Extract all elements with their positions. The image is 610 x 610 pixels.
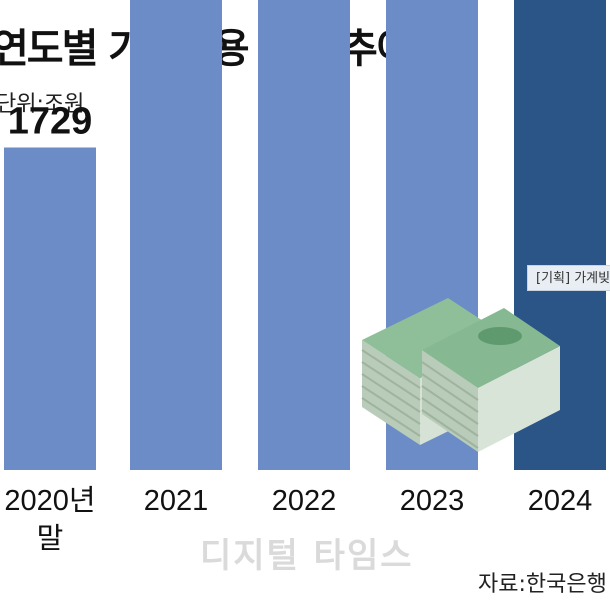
article-caption: [기획] 가계빚 <box>527 265 610 291</box>
watermark: 디지털 타임스 <box>200 536 414 576</box>
x-tick-label-2: 2022 <box>272 485 337 517</box>
bar-0 <box>4 147 96 470</box>
x-tick-label-4: 2024 <box>528 485 593 517</box>
x-tick-label-1: 2021 <box>144 485 209 517</box>
source-note: 자료:한국은행 <box>478 572 607 597</box>
x-tick-label-3: 2023 <box>400 485 465 517</box>
unit-label: 단위:조원 <box>0 92 85 117</box>
bar-2 <box>258 0 350 470</box>
money-stack-icon <box>361 298 560 452</box>
bar-value-label-0: 1729 <box>8 101 93 143</box>
x-tick-label-0: 2020년 말 <box>4 485 95 555</box>
bar-1 <box>130 0 222 470</box>
